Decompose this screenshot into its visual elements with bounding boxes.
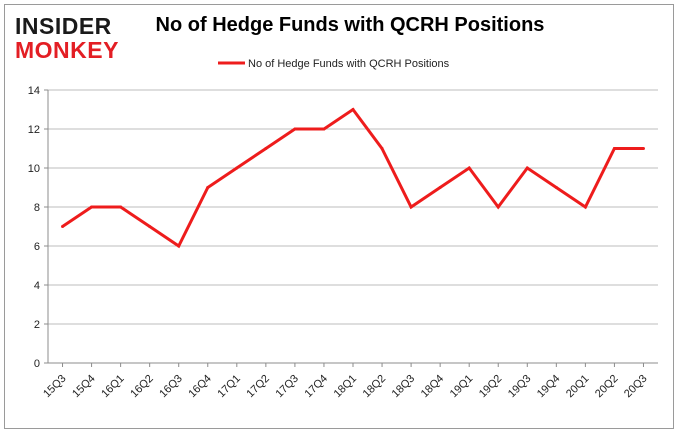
x-tick-label: 18Q2 bbox=[361, 373, 389, 401]
y-tick-label: 2 bbox=[34, 319, 40, 331]
data-point bbox=[496, 205, 500, 209]
data-point bbox=[612, 147, 616, 150]
data-point bbox=[90, 205, 94, 209]
x-tick-label: 20Q2 bbox=[593, 373, 621, 401]
x-tick-label: 16Q1 bbox=[99, 373, 127, 401]
data-point bbox=[525, 166, 529, 170]
y-tick-label: 6 bbox=[34, 241, 40, 253]
data-point bbox=[409, 205, 413, 209]
x-tick-labels: 15Q3 15Q4 16Q1 16Q2 16Q3 16Q4 17Q1 17Q2 17Q3 17Q4… bbox=[41, 373, 649, 401]
x-tick-label: 19Q4 bbox=[535, 373, 563, 401]
legend: No of Hedge Funds with QCRH Positions bbox=[218, 58, 450, 70]
y-tick-label: 12 bbox=[28, 124, 40, 136]
chart-title: No of Hedge Funds with QCRH Positions bbox=[155, 14, 545, 36]
x-tick-label: 17Q1 bbox=[215, 373, 243, 401]
series-layer bbox=[61, 107, 645, 249]
x-tick-label: 16Q2 bbox=[128, 373, 156, 401]
x-tick-label: 20Q3 bbox=[622, 373, 650, 401]
data-point bbox=[467, 166, 471, 170]
x-tick-label: 19Q3 bbox=[506, 373, 534, 401]
data-point bbox=[293, 127, 297, 131]
data-point bbox=[380, 147, 384, 150]
y-tick-label: 0 bbox=[34, 358, 40, 370]
brand-logo: INSIDER MONKEY bbox=[13, 13, 131, 63]
x-tick-label: 15Q4 bbox=[70, 373, 98, 401]
y-tick-label: 14 bbox=[28, 85, 40, 97]
x-tick-label: 19Q1 bbox=[448, 373, 476, 401]
data-point bbox=[148, 225, 152, 228]
x-tick-label: 16Q3 bbox=[157, 373, 185, 401]
gridlines bbox=[48, 89, 658, 364]
x-tick-label: 16Q4 bbox=[186, 373, 214, 401]
data-point bbox=[119, 205, 123, 209]
x-tick-label: 19Q2 bbox=[477, 373, 505, 401]
x-tick-label: 17Q3 bbox=[274, 373, 302, 401]
y-tick-label: 10 bbox=[28, 163, 40, 175]
data-point bbox=[351, 108, 355, 111]
data-point bbox=[264, 147, 268, 150]
data-point bbox=[61, 225, 65, 228]
axes bbox=[44, 89, 644, 367]
data-point bbox=[235, 166, 239, 170]
y-tick-label: 8 bbox=[34, 202, 40, 214]
chart-frame: INSIDER MONKEY bbox=[4, 4, 674, 429]
data-point bbox=[177, 244, 181, 248]
data-point bbox=[438, 186, 442, 189]
data-point bbox=[206, 186, 210, 189]
x-tick-label: 18Q1 bbox=[332, 373, 360, 401]
data-point bbox=[583, 205, 587, 209]
legend-label: No of Hedge Funds with QCRH Positions bbox=[248, 58, 450, 70]
x-tick-label: 15Q3 bbox=[41, 373, 69, 401]
x-tick-label: 20Q1 bbox=[564, 373, 592, 401]
brand-line1: INSIDER bbox=[15, 13, 112, 39]
data-point bbox=[554, 186, 558, 189]
x-tick-label: 18Q4 bbox=[419, 373, 447, 401]
x-tick-label: 18Q3 bbox=[390, 373, 418, 401]
x-tick-label: 17Q2 bbox=[244, 373, 272, 401]
data-point bbox=[322, 127, 326, 131]
y-tick-labels: 0 2 4 6 8 10 12 14 bbox=[28, 85, 40, 370]
x-tick-label: 17Q4 bbox=[303, 373, 331, 401]
brand-line2: MONKEY bbox=[15, 37, 119, 63]
data-point bbox=[641, 147, 645, 150]
y-tick-label: 4 bbox=[34, 280, 40, 292]
